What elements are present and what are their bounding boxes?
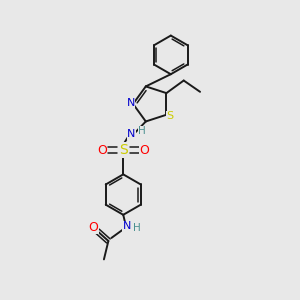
Text: N: N bbox=[127, 98, 135, 108]
Text: H: H bbox=[133, 224, 141, 233]
Text: O: O bbox=[97, 143, 107, 157]
Text: S: S bbox=[167, 111, 173, 121]
Text: O: O bbox=[88, 221, 98, 234]
Text: S: S bbox=[119, 143, 128, 157]
Text: N: N bbox=[123, 221, 131, 231]
Text: N: N bbox=[128, 129, 136, 139]
Text: O: O bbox=[140, 143, 150, 157]
Text: H: H bbox=[138, 126, 146, 136]
